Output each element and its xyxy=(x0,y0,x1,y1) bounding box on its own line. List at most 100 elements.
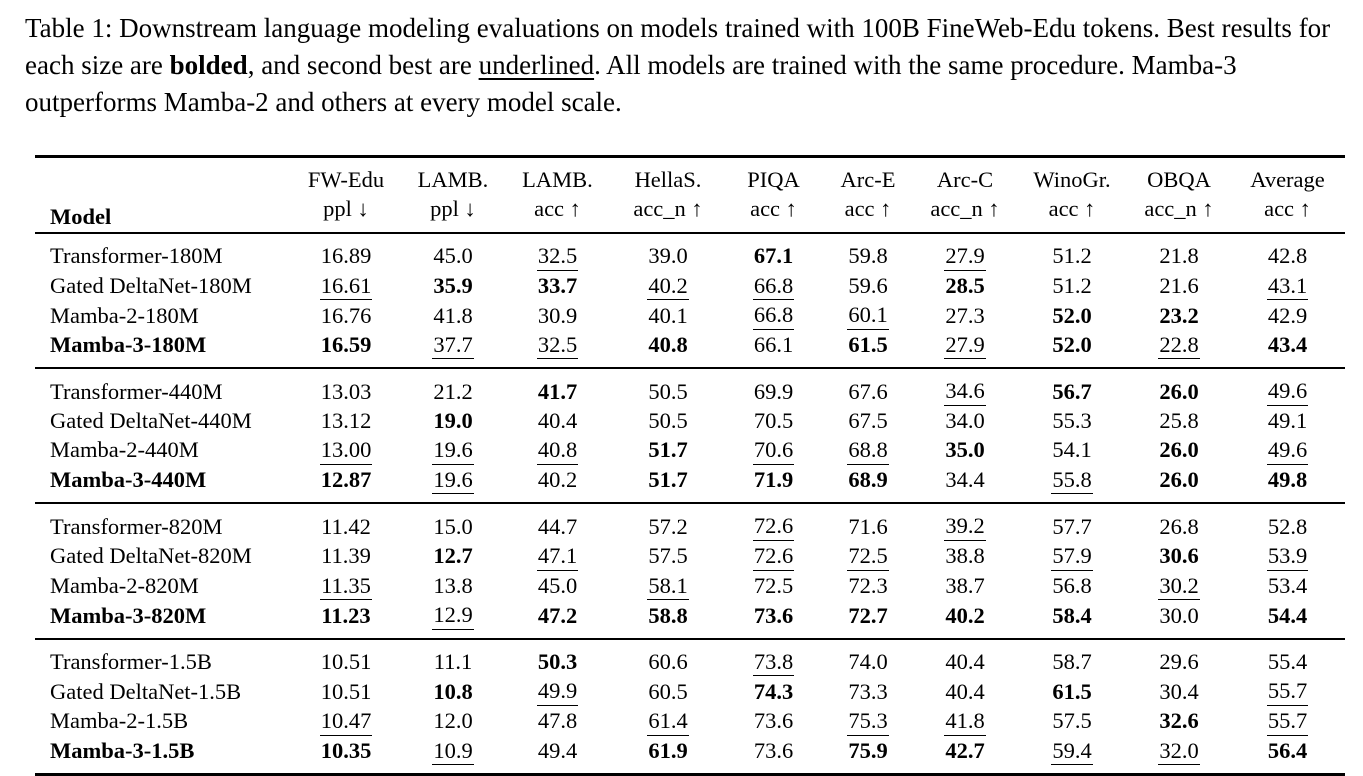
value: 59.8 xyxy=(848,243,888,269)
value: 40.1 xyxy=(648,302,688,328)
second-best-value: 40.8 xyxy=(536,438,579,465)
value: 16.89 xyxy=(320,243,372,269)
metric-cell: 40.2 xyxy=(611,271,725,301)
metric-cell: 15.0 xyxy=(402,503,504,541)
table-row: Mamba-2-820M 11.35 13.8 45.0 58.1 72.5 72.3 38.… xyxy=(35,571,1345,601)
metric-cell: 71.9 xyxy=(725,465,822,504)
second-best-value: 19.6 xyxy=(432,468,474,495)
second-best-value: 13.00 xyxy=(319,438,373,465)
best-value: 56.7 xyxy=(1052,378,1092,404)
best-value: 12.7 xyxy=(433,543,473,569)
value: 27.3 xyxy=(945,302,985,328)
column-header-winogrande: WinoGr. xyxy=(1033,166,1111,192)
best-value: 10.8 xyxy=(433,678,473,704)
metric-cell: 54.4 xyxy=(1230,600,1345,639)
best-value: 40.8 xyxy=(648,332,688,358)
best-value: 72.7 xyxy=(848,602,888,628)
value: 25.8 xyxy=(1159,408,1199,434)
table-row: Gated DeltaNet-440M 13.12 19.0 40.4 50.5 70.5… xyxy=(35,406,1345,435)
model-name: Mamba-3-820M xyxy=(50,602,207,628)
value: 39.0 xyxy=(648,243,688,269)
value: 38.8 xyxy=(945,543,985,569)
metric-cell: 59.8 xyxy=(822,233,914,271)
value: 13.8 xyxy=(433,572,473,598)
metric-cell: 12.0 xyxy=(402,706,504,736)
metric-cell: 61.9 xyxy=(611,736,725,775)
model-name: Transformer-440M xyxy=(50,378,223,404)
header-row-metrics: ppl ↓ ppl ↓ acc ↑ acc_n ↑ acc ↑ acc ↑ ac… xyxy=(35,195,1345,233)
metric-cell: 59.6 xyxy=(822,271,914,301)
metric-cell: 60.5 xyxy=(611,676,725,706)
value: 73.6 xyxy=(753,738,794,764)
table-row: Gated DeltaNet-820M 11.39 12.7 47.1 57.5 72.6… xyxy=(35,541,1345,571)
metric-cell: 10.51 xyxy=(290,676,402,706)
value: 72.5 xyxy=(753,572,794,598)
value: 53.4 xyxy=(1267,572,1308,598)
best-value: 26.0 xyxy=(1159,437,1199,463)
metric-cell: 52.8 xyxy=(1230,503,1345,541)
metric-cell: 74.3 xyxy=(725,676,822,706)
model-name: Transformer-180M xyxy=(50,243,223,269)
metric-cell: 51.2 xyxy=(1016,233,1128,271)
value: 34.0 xyxy=(945,408,985,434)
column-header-average: Average xyxy=(1250,166,1325,192)
table-row: Transformer-440M 13.03 21.2 41.7 50.5 69.9 67.… xyxy=(35,368,1345,407)
best-value: 52.0 xyxy=(1052,302,1092,328)
metric-cell: 50.3 xyxy=(504,639,611,677)
table-row: Mamba-2-1.5B 10.47 12.0 47.8 61.4 73.6 75.3 41.… xyxy=(35,706,1345,736)
column-header-arc-e: Arc-E xyxy=(840,166,896,192)
value: 59.6 xyxy=(848,272,888,298)
value: 34.4 xyxy=(945,467,985,493)
column-header-lamb-acc: LAMB. xyxy=(522,166,593,192)
value: 40.4 xyxy=(945,678,985,704)
model-name: Mamba-2-180M xyxy=(50,302,199,328)
metric-cell: 47.2 xyxy=(504,600,611,639)
metric-cell: 49.9 xyxy=(504,676,611,707)
metric-cell: 32.5 xyxy=(504,330,611,369)
metric-cell: 68.8 xyxy=(822,435,914,465)
metric-cell: 39.2 xyxy=(914,503,1016,541)
model-name: Gated DeltaNet-820M xyxy=(50,543,252,569)
metric-cell: 58.4 xyxy=(1016,600,1128,639)
metric-cell: 22.8 xyxy=(1128,330,1230,369)
value: 73.6 xyxy=(753,708,794,734)
best-value: 58.4 xyxy=(1052,602,1092,628)
metric-cell: 41.7 xyxy=(504,368,611,406)
metric-cell: 16.61 xyxy=(290,271,402,301)
second-best-value: 66.8 xyxy=(752,303,795,330)
metric-cell: 71.6 xyxy=(822,503,914,541)
metric-cell: 41.8 xyxy=(402,300,504,330)
best-value: 40.2 xyxy=(945,602,985,628)
metric-cell: 32.6 xyxy=(1128,706,1230,736)
metric-cell: 30.4 xyxy=(1128,676,1230,706)
best-value: 35.0 xyxy=(945,437,985,463)
metric-cell: 12.7 xyxy=(402,541,504,571)
column-metric-arc-e: acc ↑ xyxy=(844,195,892,221)
second-best-value: 70.6 xyxy=(752,438,795,465)
metric-cell: 11.1 xyxy=(402,639,504,677)
second-best-value: 10.9 xyxy=(432,739,474,766)
metric-cell: 40.4 xyxy=(914,639,1016,677)
metric-cell: 47.1 xyxy=(504,541,611,571)
table-header: Model FW-Edu LAMB. LAMB. HellaS. PIQA Ar… xyxy=(35,156,1345,233)
best-value: 61.5 xyxy=(848,332,888,358)
column-header-lamb-ppl: LAMB. xyxy=(417,166,489,192)
metric-cell: 19.6 xyxy=(402,465,504,504)
second-best-value: 72.6 xyxy=(752,514,795,541)
value: 10.51 xyxy=(320,678,372,704)
second-best-value: 55.7 xyxy=(1266,709,1309,736)
metric-cell: 50.5 xyxy=(611,406,725,435)
second-best-value: 19.6 xyxy=(432,438,474,465)
metric-cell: 72.5 xyxy=(822,541,914,571)
metric-cell: 66.1 xyxy=(725,330,822,369)
second-best-value: 72.5 xyxy=(847,544,889,571)
metric-cell: 50.5 xyxy=(611,368,725,406)
model-name: Transformer-820M xyxy=(50,513,223,539)
metric-cell: 73.6 xyxy=(725,706,822,736)
metric-cell: 38.7 xyxy=(914,571,1016,601)
metric-cell: 37.7 xyxy=(402,330,504,369)
value: 67.6 xyxy=(848,378,888,404)
metric-cell: 73.6 xyxy=(725,736,822,775)
metric-cell: 51.7 xyxy=(611,465,725,504)
metric-cell: 51.7 xyxy=(611,435,725,465)
